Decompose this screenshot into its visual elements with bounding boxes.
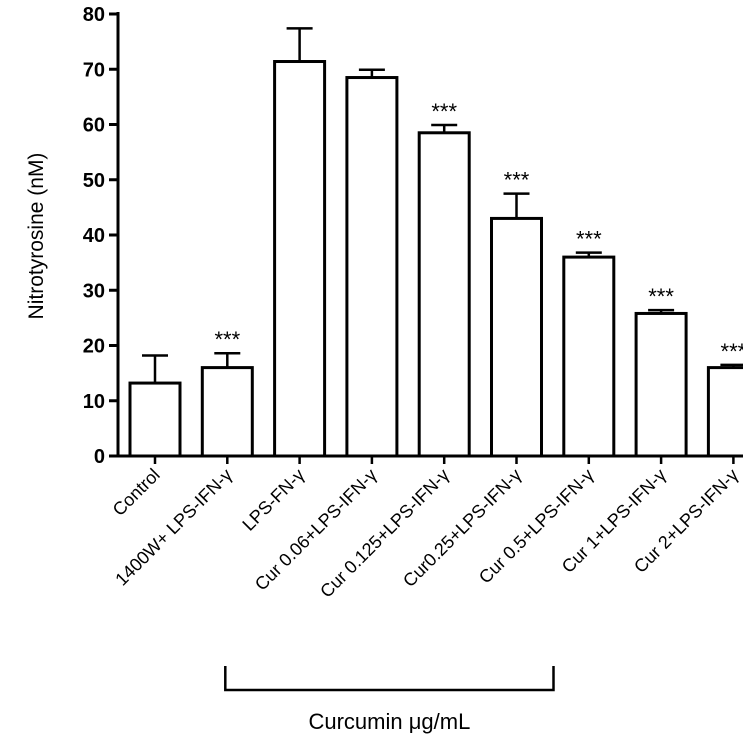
- y-tick-label: 80: [83, 4, 105, 26]
- bar: [345, 76, 399, 458]
- y-tick-label: 40: [83, 225, 105, 247]
- significance-marker: ***: [504, 168, 530, 193]
- bar: [490, 216, 543, 458]
- bar: [562, 255, 616, 458]
- y-axis-label: Nitrotyrosine (nM): [25, 153, 48, 320]
- bar: [634, 311, 688, 458]
- significance-marker: ***: [648, 284, 674, 309]
- bar: [417, 131, 471, 458]
- significance-marker: ***: [214, 327, 240, 352]
- bar: [200, 366, 254, 458]
- x-tick-label: LPS-FN-γ: [238, 465, 308, 535]
- y-tick-label: 60: [83, 115, 105, 137]
- bar: [706, 366, 743, 458]
- group-bracket-label: Curcumin μg/mL: [308, 709, 470, 734]
- y-tick-label: 10: [83, 391, 105, 413]
- y-tick-label: 70: [83, 59, 105, 81]
- bar: [128, 381, 182, 458]
- y-tick-label: 50: [83, 170, 105, 192]
- group-bracket: [224, 666, 555, 692]
- significance-marker: ***: [721, 339, 743, 364]
- significance-marker: ***: [431, 99, 457, 124]
- x-tick-label: Cur0.25+LPS-IFN-γ: [399, 465, 525, 591]
- y-tick-label: 0: [94, 446, 105, 468]
- x-tick-label: Control: [109, 465, 164, 520]
- x-tick-label: Cur 0.06+LPS-IFN-γ: [251, 465, 381, 595]
- x-tick-label: Cur 0.125+LPS-IFN-γ: [316, 465, 453, 602]
- y-tick-label: 30: [83, 280, 105, 302]
- significance-marker: ***: [576, 227, 602, 252]
- bar: [273, 60, 327, 458]
- y-tick-label: 20: [83, 336, 105, 358]
